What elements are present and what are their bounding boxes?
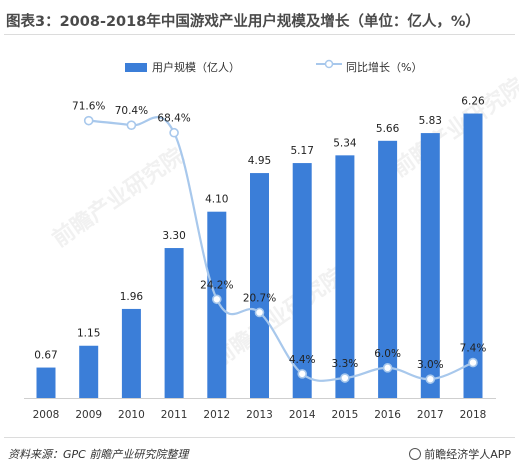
x-tick-label: 2008 [33, 409, 60, 421]
growth-value-label: 20.7% [243, 292, 276, 304]
growth-point [126, 120, 137, 130]
growth-value-label: 68.4% [157, 113, 190, 125]
x-tick-label: 2017 [417, 409, 444, 421]
bar-value-label: 3.30 [162, 230, 185, 242]
growth-point [212, 294, 222, 305]
bar-value-label: 4.95 [248, 155, 271, 167]
bar-value-label: 5.34 [333, 137, 357, 149]
title-divider [4, 34, 515, 35]
growth-point [83, 115, 94, 126]
bar [164, 248, 184, 398]
bar-value-label: 5.83 [419, 115, 442, 127]
growth-value-label: 3.0% [417, 359, 444, 371]
bar [79, 345, 99, 398]
bar [335, 155, 355, 398]
bar-value-label: 4.10 [205, 194, 228, 206]
x-tick-label: 2011 [161, 409, 188, 421]
growth-point [425, 374, 436, 384]
legend-line-swatch [316, 59, 342, 69]
bar-value-label: 5.17 [291, 145, 314, 157]
growth-point [297, 369, 308, 379]
bar [463, 113, 483, 398]
legend-bar-label: 用户规模（亿人） [152, 61, 240, 74]
x-tick-label: 2010 [118, 409, 145, 421]
brand-logo-icon [409, 448, 422, 460]
x-tick-label: 2016 [374, 409, 401, 421]
growth-point [382, 363, 393, 373]
growth-value-label: 24.2% [200, 279, 233, 291]
chart-title: 图表3：2008-2018年中国游戏产业用户规模及增长（单位：亿人，%） [6, 14, 480, 30]
bar [420, 133, 440, 398]
source-note: 资料来源：GPC 前瞻产业研究院整理 [8, 448, 189, 461]
growth-value-label: 6.0% [374, 348, 401, 360]
growth-point [169, 127, 179, 138]
x-tick-label: 2009 [75, 409, 102, 421]
footer-divider [4, 437, 515, 438]
brand-name: 前瞻经济学人APP [424, 448, 511, 461]
bar-value-label: 1.15 [77, 328, 100, 340]
bar-value-label: 6.26 [461, 96, 485, 108]
x-tick-label: 2015 [332, 409, 359, 421]
x-tick-label: 2013 [246, 409, 273, 421]
brand-label: 前瞻经济学人APP [409, 446, 511, 462]
growth-line [88, 116, 474, 382]
legend-line-label: 同比增长（%） [346, 61, 423, 74]
bar [292, 163, 312, 398]
bar [250, 173, 269, 398]
bar [36, 367, 56, 398]
bar [121, 308, 141, 398]
growth-value-label: 4.4% [289, 354, 316, 366]
legend-bar-swatch [125, 63, 147, 72]
x-tick-label: 2018 [460, 409, 487, 421]
bar [378, 140, 398, 398]
growth-point [340, 373, 350, 383]
growth-point [254, 307, 265, 318]
growth-point [468, 357, 478, 368]
growth-value-label: 70.4% [115, 105, 148, 117]
bar-value-label: 0.67 [34, 350, 57, 362]
growth-value-label: 71.6% [72, 101, 105, 113]
bar-value-label: 1.96 [120, 291, 144, 303]
x-tick-label: 2014 [289, 409, 316, 421]
bar [207, 211, 227, 398]
bar-value-label: 5.66 [376, 123, 400, 135]
x-tick-label: 2012 [203, 409, 230, 421]
growth-value-label: 3.3% [332, 358, 359, 370]
growth-value-label: 7.4% [460, 343, 487, 355]
